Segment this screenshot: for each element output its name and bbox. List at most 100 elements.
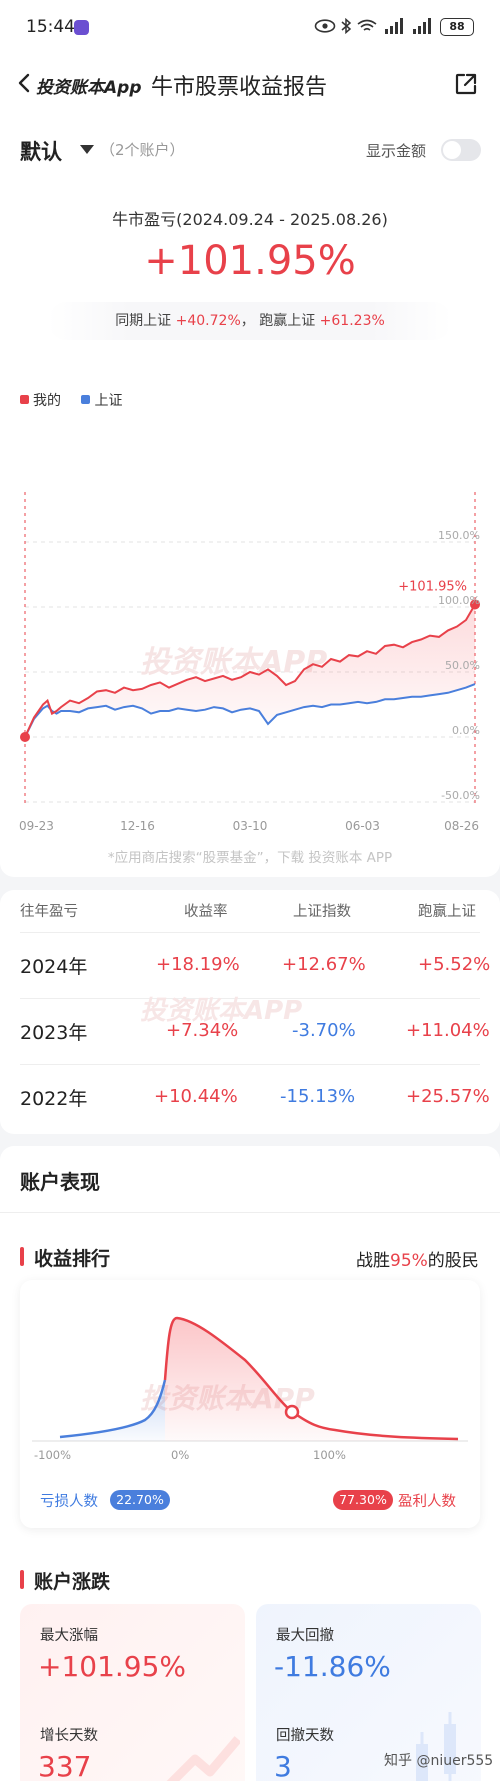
down-days-value: 3 xyxy=(274,1750,292,1781)
legend-swatch xyxy=(20,395,29,404)
down-days-label: 回撤天数 xyxy=(276,1728,334,1744)
legend-item-index: 上证 xyxy=(81,393,122,409)
beat-suffix: 的股民 xyxy=(427,1251,479,1271)
status-time: 15:44 xyxy=(26,17,75,37)
legend-label: 我的 xyxy=(33,393,61,409)
compare-separator: ， xyxy=(240,313,255,329)
max-drawdown-label: 最大回撤 xyxy=(276,1628,334,1644)
beat-cell: +11.04% xyxy=(406,1020,490,1041)
section-title: 账户表现 xyxy=(20,1170,100,1194)
table-row: 2024年 +18.19% +12.67% +5.52% xyxy=(0,932,500,998)
profit-percent-badge: 77.30% xyxy=(333,1490,393,1510)
yearly-returns-table: 往年盈亏 收益率 上证指数 跑赢上证 2024年 +18.19% +12.67%… xyxy=(0,890,500,1134)
return-distribution-card: 投资账本APP -100% 0% 100% 亏损人数 22.70% 77.30%… xyxy=(20,1280,480,1528)
x-tick-label: 08-26 xyxy=(444,819,479,833)
profit-area xyxy=(165,1318,458,1441)
trend-up-icon xyxy=(166,1736,240,1781)
beat-cell: +25.57% xyxy=(406,1086,490,1107)
chart-watermark: 投资账本APP xyxy=(140,645,327,680)
change-title: 账户涨跌 xyxy=(34,1571,111,1593)
eye-icon xyxy=(314,19,336,33)
profit-label: 盈利人数 xyxy=(398,1494,456,1510)
section-marker xyxy=(20,1247,24,1266)
loss-percent-badge: 22.70% xyxy=(110,1490,170,1510)
period-label: 牛市盈亏(2024.09.24 - 2025.08.26) xyxy=(112,210,388,229)
nav-bar: 投资账本App 牛市股票收益报告 xyxy=(0,56,500,112)
beat-value: +61.23% xyxy=(319,313,385,329)
series-line-index xyxy=(24,683,476,738)
table-row: 2022年 +10.44% -15.13% +25.57% xyxy=(0,1064,500,1130)
end-value-label: +101.95% xyxy=(398,579,467,594)
end-point-marker xyxy=(470,599,480,610)
divider xyxy=(20,932,480,933)
max-gain-value: +101.95% xyxy=(38,1650,187,1683)
up-days-value: 337 xyxy=(38,1750,92,1781)
up-days-label: 增长天数 xyxy=(40,1728,98,1744)
table-header: 上证指数 xyxy=(293,904,351,920)
loss-label: 亏损人数 xyxy=(40,1494,98,1510)
app-download-hint: *应用商店搜索“股票基金”，下载 投资账本 APP xyxy=(107,850,393,866)
signal-icon xyxy=(413,18,431,34)
return-cell: +18.19% xyxy=(156,954,240,975)
table-header: 收益率 xyxy=(184,904,228,920)
bluetooth-icon xyxy=(341,18,352,34)
legend-label: 上证 xyxy=(94,393,123,409)
distribution-tick: -100% xyxy=(34,1448,72,1462)
y-tick-label: 50.0% xyxy=(445,659,480,672)
caret-down-icon[interactable] xyxy=(80,145,94,154)
x-tick-label: 12-16 xyxy=(120,819,155,833)
legend-swatch xyxy=(81,395,91,404)
app-notification-icon xyxy=(74,20,89,35)
distribution-tick: 0% xyxy=(171,1448,190,1462)
divider xyxy=(20,1064,480,1065)
status-bar: 15:44 88 xyxy=(0,0,500,56)
table-row: 2023年 +7.34% -3.70% +11.04% xyxy=(0,998,500,1064)
index-return: +40.72% xyxy=(175,313,241,329)
x-tick-label: 06-03 xyxy=(345,819,380,833)
table-header: 往年盈亏 xyxy=(20,904,78,920)
wifi-icon xyxy=(357,19,377,31)
signal-icon xyxy=(385,18,403,34)
total-return: +101.95% xyxy=(144,238,356,284)
beat-prefix: 战胜 xyxy=(356,1251,390,1271)
loss-area xyxy=(60,1380,165,1441)
section-marker xyxy=(20,1570,24,1589)
year-cell: 2024年 xyxy=(20,956,88,978)
table-header: 跑赢上证 xyxy=(418,904,476,920)
ranking-title: 收益排行 xyxy=(34,1248,111,1270)
my-position-marker xyxy=(284,1404,300,1420)
drawdown-stats-card: 最大回撤 -11.86% 回撤天数 3 xyxy=(256,1604,481,1781)
max-drawdown-value: -11.86% xyxy=(274,1650,391,1683)
profit-curve xyxy=(163,1316,459,1441)
share-icon[interactable] xyxy=(454,72,478,96)
candlestick-icon xyxy=(416,1712,456,1781)
gain-stats-card: 最大涨幅 +101.95% 增长天数 337 xyxy=(20,1604,245,1781)
battery-indicator: 88 xyxy=(440,18,474,36)
series-line-mine xyxy=(24,603,476,738)
return-cell: +7.34% xyxy=(166,1020,239,1041)
y-tick-label: -50.0% xyxy=(441,789,480,802)
beat-cell: +5.52% xyxy=(418,954,491,975)
account-count: （2个账户） xyxy=(100,141,185,159)
compare-prefix: 同期上证 xyxy=(115,313,172,329)
start-point-marker xyxy=(20,732,30,742)
divider xyxy=(0,1212,500,1213)
beat-label: 跑赢上证 xyxy=(259,313,316,329)
index-cell: -3.70% xyxy=(292,1020,356,1041)
distribution-tick: 100% xyxy=(313,1448,346,1462)
chevron-left-icon[interactable] xyxy=(14,72,36,94)
year-cell: 2023年 xyxy=(20,1022,88,1044)
table-watermark: 投资账本APP xyxy=(140,996,303,1026)
beat-summary: 战胜95%的股民 xyxy=(356,1246,479,1271)
brand-logo: 投资账本App xyxy=(36,78,142,98)
return-cell: +10.44% xyxy=(154,1086,238,1107)
max-gain-label: 最大涨幅 xyxy=(40,1628,98,1644)
report-summary-card: 默认 （2个账户） 显示金额 牛市盈亏(2024.09.24 - 2025.08… xyxy=(0,112,500,877)
account-name[interactable]: 默认 xyxy=(20,140,62,164)
divider xyxy=(20,998,480,999)
show-amount-toggle[interactable] xyxy=(441,139,481,161)
y-tick-label: 150.0% xyxy=(438,529,480,542)
index-cell: -15.13% xyxy=(280,1086,356,1107)
chart-legend: 我的 上证 xyxy=(20,390,122,410)
loss-curve xyxy=(59,1379,167,1439)
